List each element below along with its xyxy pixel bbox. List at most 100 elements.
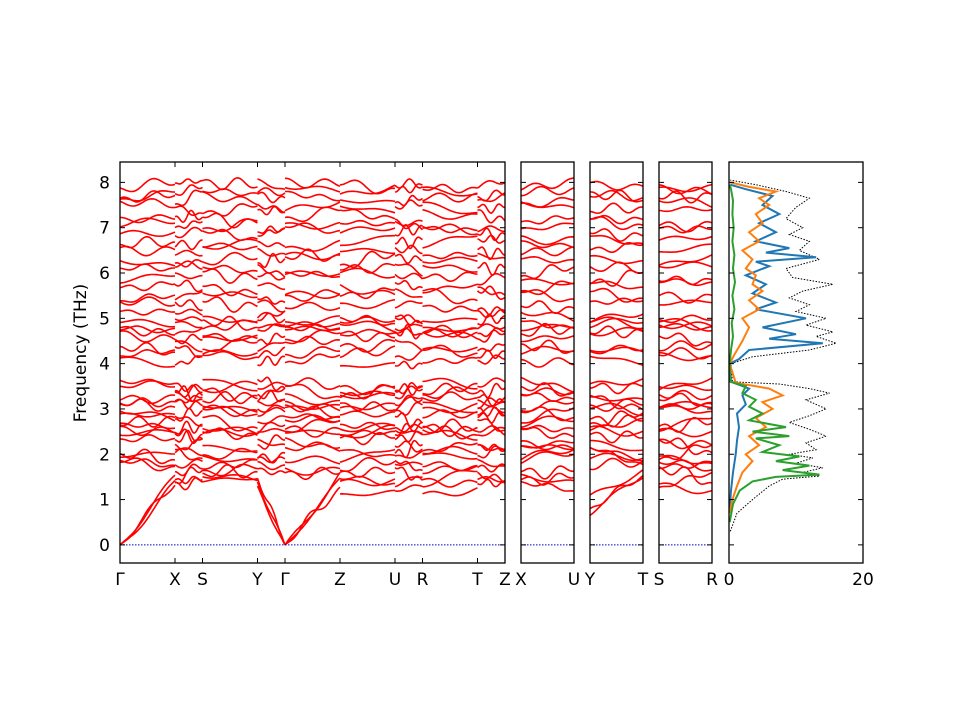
main-seg2-high-band-21 <box>202 188 258 197</box>
main-seg5-high-band-0 <box>339 361 396 368</box>
main-seg2-high-band-16 <box>202 228 258 241</box>
main-seg0-high-band-16 <box>119 229 176 238</box>
panel1-low-band-10 <box>520 424 575 433</box>
main-seg7-high-band-15 <box>422 235 478 249</box>
main-seg7-high-band-3 <box>422 331 478 340</box>
main-seg5-low-band-14 <box>339 402 396 411</box>
main-seg2-high-band-19 <box>202 203 258 217</box>
main-seg8-low-band-16 <box>477 394 506 407</box>
main-seg8-high-band-21 <box>477 189 505 202</box>
main-seg5-low-band-3 <box>339 466 396 478</box>
main-seg2-high-band-18 <box>202 212 258 229</box>
main-seg0-high-band-5 <box>119 325 176 334</box>
main-seg4-low-band-2 <box>284 477 341 546</box>
main-seg3-low-band-16 <box>256 387 286 403</box>
main-seg2-high-band-15 <box>202 238 258 250</box>
main-seg1-high-band-16 <box>174 226 203 239</box>
main-seg5-high-band-10 <box>339 283 396 296</box>
main-seg1-low-band-12 <box>174 407 203 422</box>
main-seg6-high-band-1 <box>394 349 423 361</box>
main-seg8-low-band-7 <box>477 443 506 452</box>
ytick-label-4: 4 <box>99 355 110 375</box>
main-seg5-high-band-8 <box>339 299 396 310</box>
panel2-low-band-1 <box>589 474 644 510</box>
main-seg5-low-band-16 <box>339 390 395 397</box>
main-seg7-low-band-13 <box>422 401 478 414</box>
main-seg0-high-band-0 <box>119 356 176 368</box>
panel1-low-band-2 <box>520 473 575 483</box>
main-seg3-low-band-2 <box>256 477 286 546</box>
main-seg7-high-band-9 <box>422 287 478 305</box>
main-seg4-high-band-7 <box>284 315 340 326</box>
main-seg5-low-band-5 <box>339 448 396 463</box>
main-seg4-low-band-16 <box>284 393 340 406</box>
y-axis-label: Frequency (THz) <box>71 284 91 423</box>
panel2-low-band-18 <box>589 378 644 386</box>
panel2-high-band-6 <box>589 317 644 329</box>
dos-series-0 <box>729 179 838 532</box>
main-seg6-high-band-17 <box>394 218 423 231</box>
panel2-high-band-2 <box>589 344 644 355</box>
main-seg8-high-band-8 <box>477 307 506 318</box>
main-seg7-low-band-4 <box>422 461 478 472</box>
main-seg3-high-band-8 <box>257 299 286 313</box>
main-seg2-low-band-3 <box>202 463 258 477</box>
panel3-high-band-6 <box>658 321 713 330</box>
panel1-low-band-17 <box>520 392 575 403</box>
main-seg7-high-band-13 <box>422 256 478 264</box>
panel2-high-band-8 <box>589 297 644 305</box>
main-seg6-high-band-12 <box>394 263 423 277</box>
main-seg7-high-band-5 <box>422 324 478 339</box>
main-seg5-high-band-15 <box>339 234 395 247</box>
main-seg4-high-band-22 <box>284 177 341 189</box>
main-seg1-low-band-16 <box>174 383 203 398</box>
main-seg3-high-band-20 <box>257 191 286 204</box>
main-seg4-high-band-16 <box>284 222 341 234</box>
main-seg6-high-band-5 <box>394 323 423 335</box>
main-seg8-low-band-17 <box>476 382 506 399</box>
kpath-main-3-label: Y <box>251 570 263 590</box>
panel3-low-band-15 <box>658 392 713 407</box>
main-seg0-high-band-9 <box>119 293 176 303</box>
dos-xtick-20-label: 20 <box>852 570 874 590</box>
dos-series-3 <box>728 184 820 523</box>
main-seg8-low-band-18 <box>477 377 506 388</box>
main-seg4-high-band-8 <box>284 301 341 312</box>
main-seg8-low-band-12 <box>477 406 506 417</box>
panel1-high-band-14 <box>520 246 575 257</box>
main-seg0-low-band-18 <box>119 378 176 388</box>
main-seg4-low-band-12 <box>284 413 341 421</box>
main-seg1-high-band-13 <box>174 258 203 268</box>
panel3-low-band-1 <box>658 471 713 489</box>
main-seg0-low-band-13 <box>119 412 176 418</box>
panel1-high-band-16 <box>520 235 575 246</box>
kpath-panel1-0-label: X <box>515 570 527 590</box>
kpath-main-8-label: T <box>471 570 483 590</box>
main-seg1-high-band-21 <box>174 184 203 197</box>
main-seg1-low-band-1 <box>174 477 203 491</box>
main-seg0-low-band-5 <box>119 448 176 465</box>
main-seg6-high-band-21 <box>394 183 423 194</box>
main-seg6-low-band-0 <box>394 484 423 492</box>
main-seg4-high-band-1 <box>284 346 341 359</box>
main-seg4-low-band-1 <box>284 471 341 546</box>
panel1-high-band-21 <box>520 185 575 197</box>
panel1-high-band-9 <box>520 288 575 303</box>
panel1-high-band-15 <box>520 240 575 249</box>
main-seg1-low-band-11 <box>174 415 203 427</box>
ytick-label-3: 3 <box>99 400 110 420</box>
dos-series-1 <box>728 183 823 509</box>
main-seg1-low-band-3 <box>174 463 203 477</box>
main-seg0-high-band-13 <box>119 260 176 267</box>
axis-ticks <box>119 162 864 563</box>
main-seg5-high-band-4 <box>339 328 396 337</box>
main-seg1-high-band-17 <box>174 220 203 229</box>
panel1-low-band-3 <box>520 465 575 480</box>
main-seg3-high-band-17 <box>257 225 286 235</box>
panel3-low-band-0 <box>658 482 713 495</box>
main-seg5-low-band-4 <box>339 456 396 473</box>
main-seg4-low-band-9 <box>284 425 341 438</box>
panel3-high-band-13 <box>658 254 713 267</box>
